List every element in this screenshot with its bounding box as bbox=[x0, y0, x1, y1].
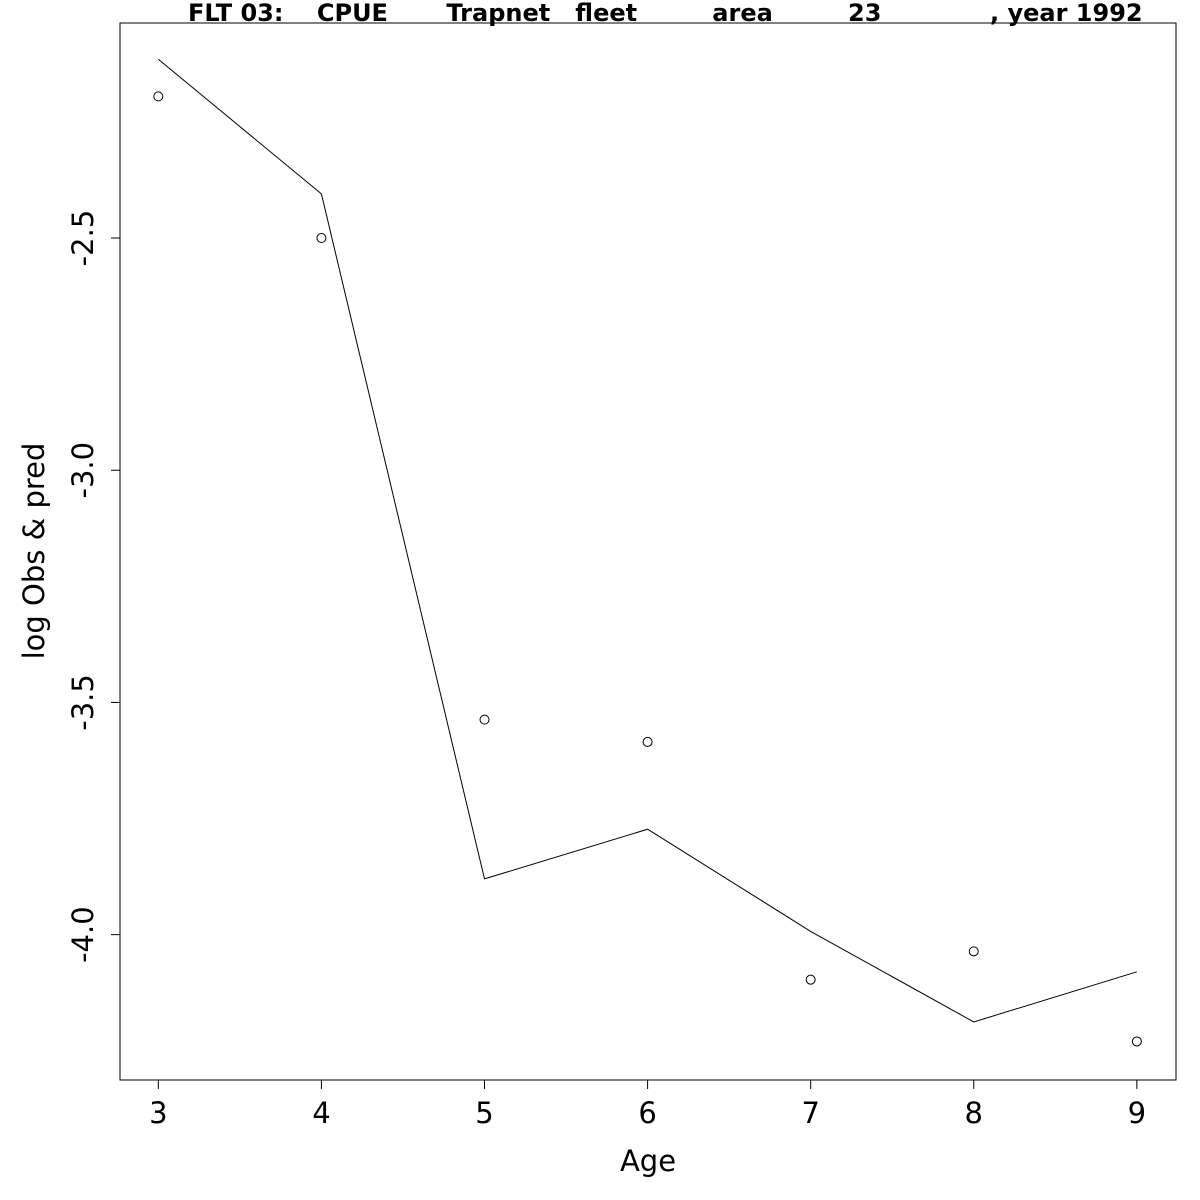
x-tick-label: 3 bbox=[149, 1096, 167, 1130]
observed-point bbox=[1131, 1036, 1142, 1047]
predicted-line bbox=[158, 58, 1138, 1023]
observed-point bbox=[642, 736, 653, 747]
observed-point bbox=[968, 946, 979, 957]
observed-point bbox=[479, 714, 490, 725]
x-tick-label: 7 bbox=[801, 1096, 819, 1130]
y-tick-label: -3.5 bbox=[66, 674, 100, 731]
observed-point bbox=[153, 91, 164, 102]
x-axis: 3 4 5 6 7 8 9 bbox=[149, 1079, 1146, 1130]
x-tick-label: 4 bbox=[312, 1096, 330, 1130]
chart-title: FLT 03: CPUE Trapnet fleet area 23 , yea… bbox=[188, 0, 1143, 27]
series-layer bbox=[153, 58, 1142, 1047]
x-axis-label: Age bbox=[620, 1144, 676, 1178]
y-tick-label: -2.5 bbox=[66, 210, 100, 267]
y-tick-label: -4.0 bbox=[66, 906, 100, 963]
observed-point bbox=[316, 233, 327, 244]
x-tick-label: 8 bbox=[965, 1096, 983, 1130]
y-axis-label: log Obs & pred bbox=[17, 443, 51, 660]
observed-point bbox=[805, 974, 816, 985]
plot-box bbox=[119, 22, 1177, 1081]
y-axis: -4.0 -3.5 -3.0 -2.5 bbox=[66, 210, 121, 963]
x-tick-label: 6 bbox=[638, 1096, 656, 1130]
x-tick-label: 5 bbox=[475, 1096, 493, 1130]
y-tick-label: -3.0 bbox=[66, 442, 100, 499]
x-tick-label: 9 bbox=[1128, 1096, 1146, 1130]
